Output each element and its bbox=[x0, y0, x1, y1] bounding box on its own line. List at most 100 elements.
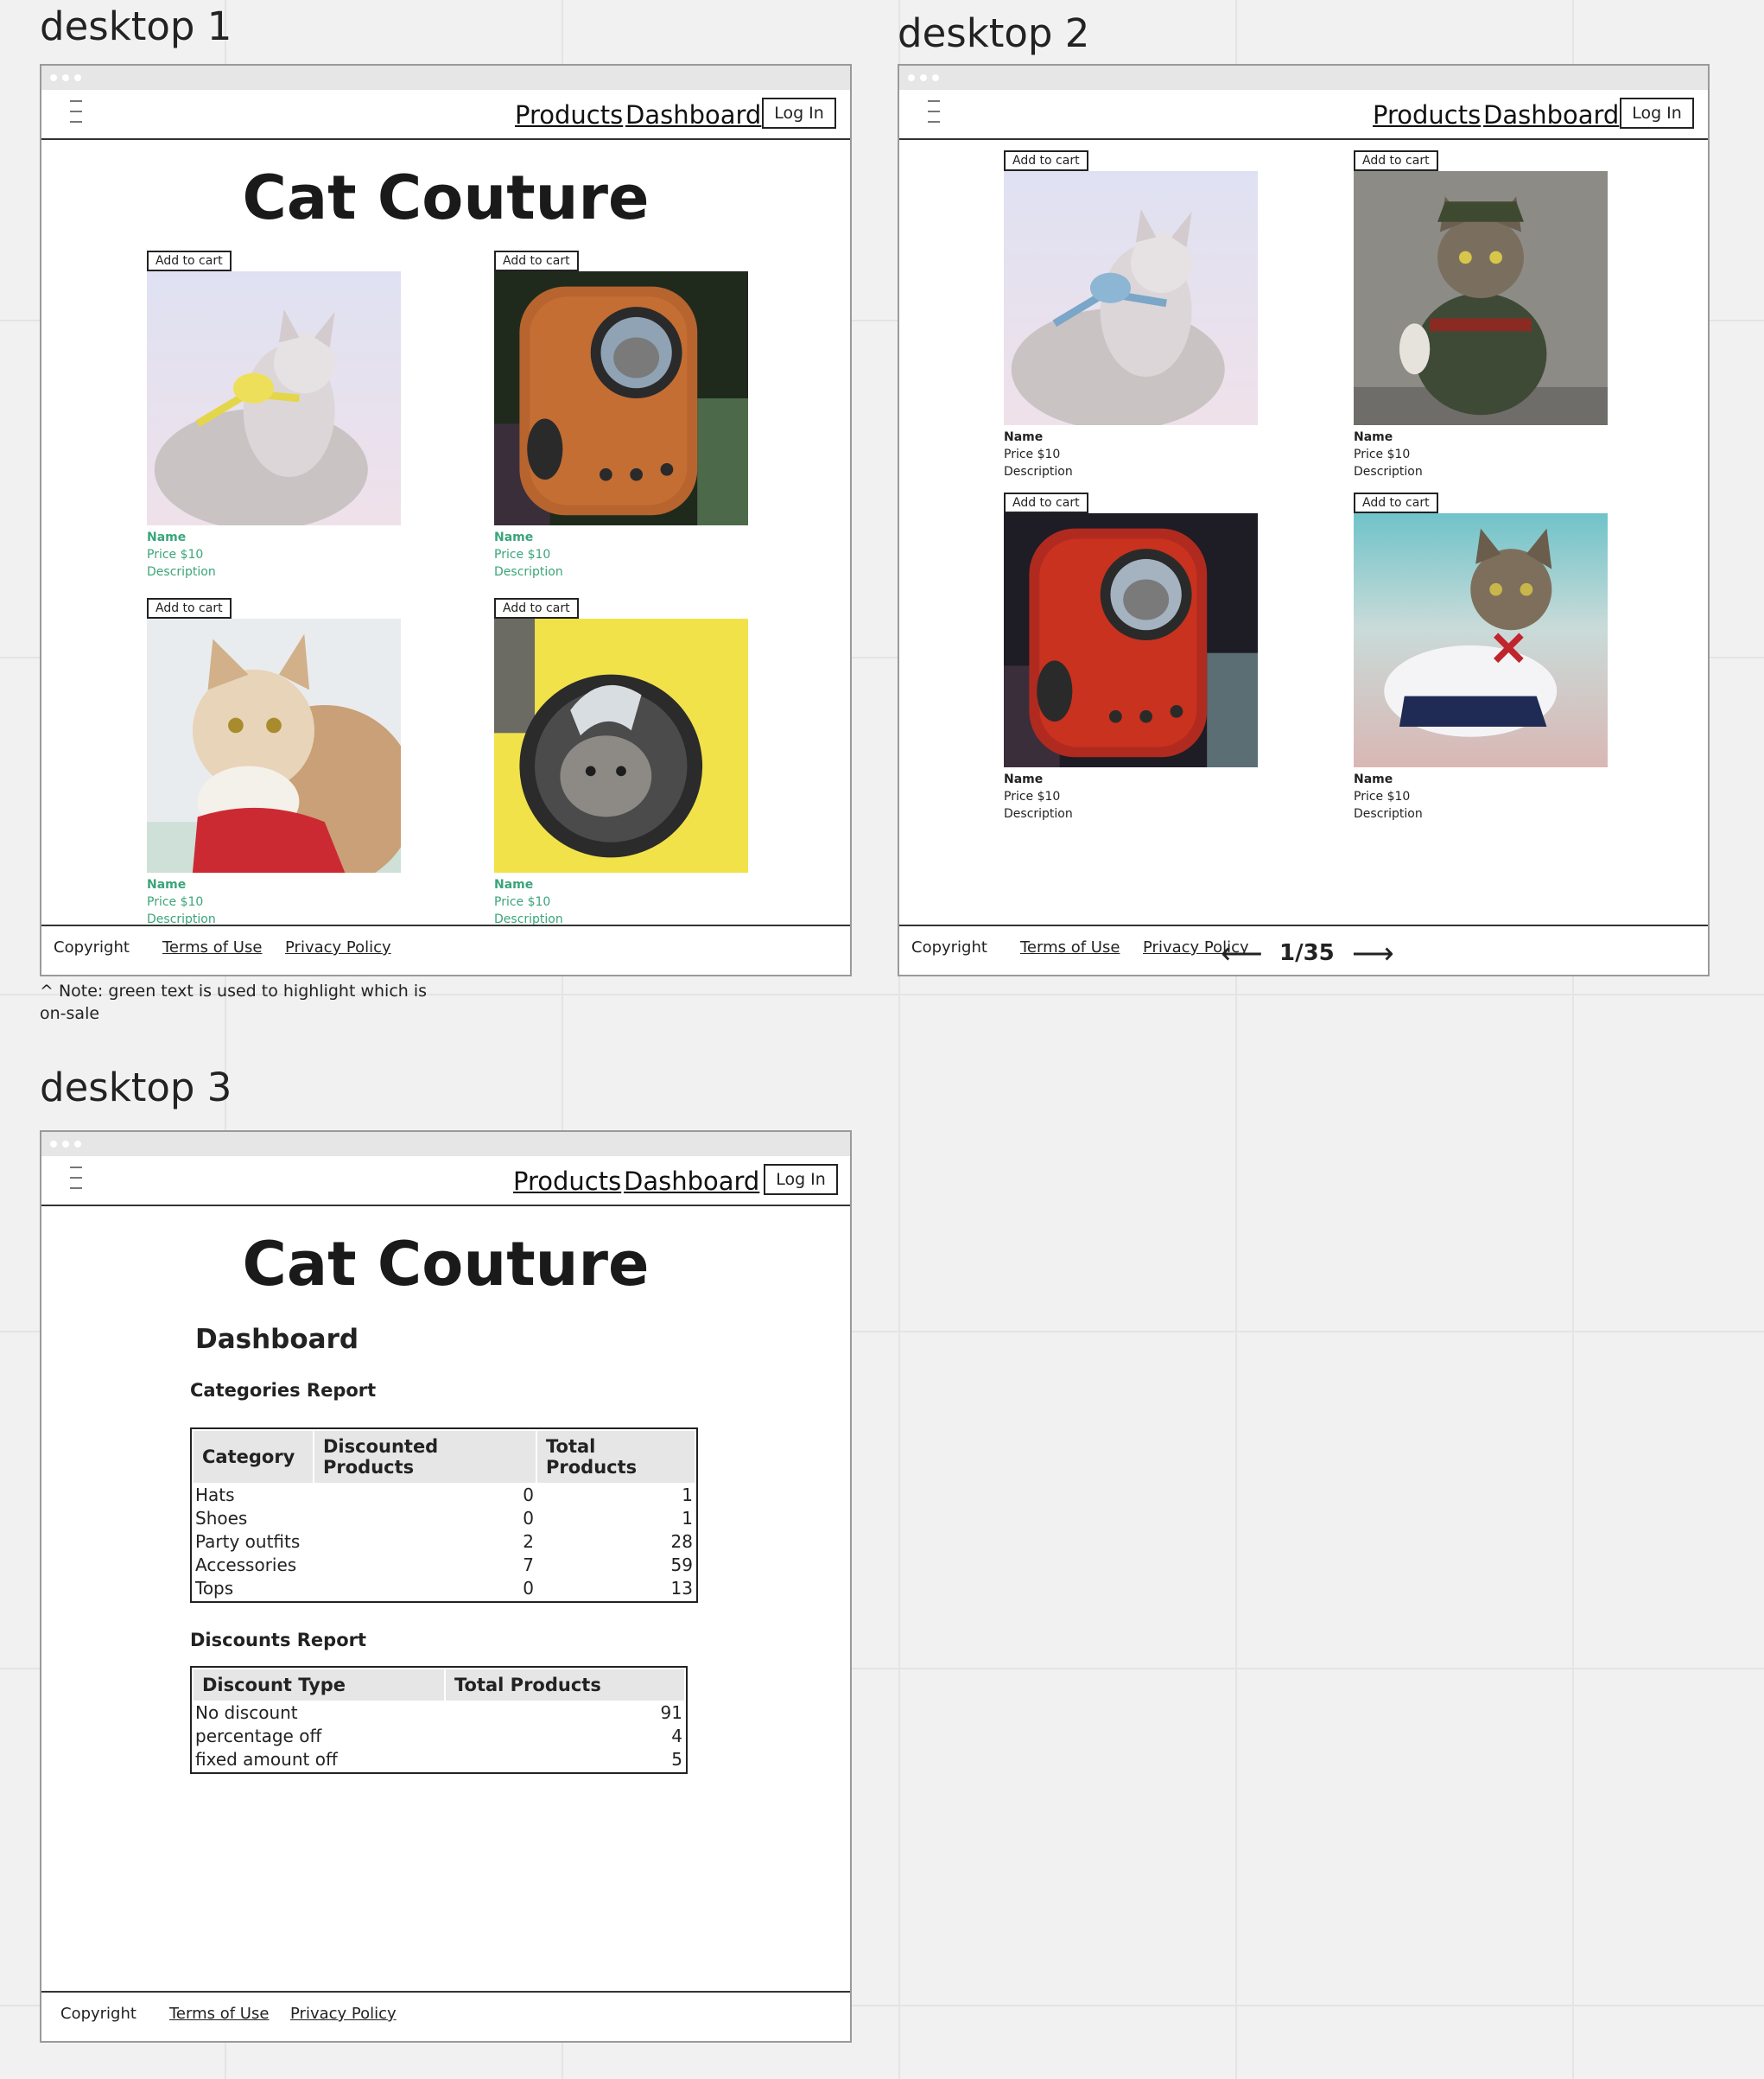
product-price: Price $10 bbox=[1354, 448, 1411, 461]
window-dot bbox=[62, 74, 69, 81]
discount-type-cell: percentage off bbox=[195, 1726, 322, 1746]
product-card[interactable]: Add to cart Name Price $10 Description bbox=[1004, 150, 1260, 479]
total-cell: 1 bbox=[682, 1508, 693, 1529]
product-image[interactable] bbox=[494, 619, 748, 873]
product-card[interactable]: Add to cart Name Price $10 Description bbox=[494, 251, 750, 579]
product-name: Name bbox=[1004, 772, 1044, 786]
nav-products-link[interactable]: Products bbox=[515, 100, 624, 130]
footer-terms-link[interactable]: Terms of Use bbox=[162, 938, 263, 957]
product-name: Name bbox=[1354, 772, 1393, 786]
table-row: Accessories 7 59 bbox=[194, 1554, 695, 1576]
add-to-cart-button[interactable]: Add to cart bbox=[1004, 150, 1088, 171]
product-image[interactable] bbox=[494, 271, 748, 525]
product-name: Name bbox=[494, 878, 534, 892]
next-page-arrow-icon[interactable]: ⟶ bbox=[1352, 938, 1394, 970]
total-cell: 4 bbox=[671, 1726, 682, 1746]
table-row: Tops 0 13 bbox=[194, 1578, 695, 1599]
footer-privacy-link[interactable]: Privacy Policy bbox=[290, 2005, 397, 2023]
window-titlebar bbox=[41, 66, 850, 90]
product-card[interactable]: Add to cart Name Price $10 Description bbox=[1354, 493, 1609, 821]
product-price: Price $10 bbox=[494, 895, 551, 909]
table-row: Hats 0 1 bbox=[194, 1485, 695, 1506]
window-dot bbox=[50, 74, 57, 81]
categories-report-heading: Categories Report bbox=[190, 1380, 377, 1401]
window-dot bbox=[74, 74, 81, 81]
product-meta: Name Price $10 Description bbox=[494, 529, 563, 581]
product-card[interactable]: Add to cart Name Price $10 Description bbox=[147, 251, 403, 579]
prev-page-arrow-icon[interactable]: ⟵ bbox=[1221, 938, 1263, 970]
product-meta: Name Price $10 Description bbox=[494, 876, 563, 928]
window-dot bbox=[932, 74, 939, 81]
nav-dashboard-link[interactable]: Dashboard bbox=[625, 100, 762, 130]
discounted-cell: 2 bbox=[523, 1531, 534, 1552]
product-price: Price $10 bbox=[1354, 790, 1411, 804]
window-dot bbox=[920, 74, 927, 81]
login-button[interactable]: Log In bbox=[762, 98, 836, 129]
nav-dashboard-link[interactable]: Dashboard bbox=[1483, 100, 1620, 130]
nav-dashboard-link[interactable]: Dashboard bbox=[624, 1167, 760, 1196]
table-row: No discount 91 bbox=[194, 1702, 684, 1724]
add-to-cart-button[interactable]: Add to cart bbox=[1004, 493, 1088, 513]
add-to-cart-button[interactable]: Add to cart bbox=[1354, 493, 1438, 513]
product-image[interactable] bbox=[147, 271, 401, 525]
top-nav: Products Dashboard Log In bbox=[41, 1156, 850, 1206]
product-image[interactable] bbox=[1004, 171, 1258, 425]
nav-products-link[interactable]: Products bbox=[1373, 100, 1482, 130]
discount-type-cell: No discount bbox=[195, 1702, 298, 1723]
window-dot bbox=[74, 1141, 81, 1148]
product-image[interactable] bbox=[147, 619, 401, 873]
discounts-report-table: Discount Type Total Products No discount… bbox=[190, 1666, 688, 1774]
menu-icon[interactable] bbox=[928, 100, 940, 131]
product-price: Price $10 bbox=[147, 895, 204, 909]
add-to-cart-button[interactable]: Add to cart bbox=[494, 251, 579, 271]
frame-label-desktop-3: desktop 3 bbox=[40, 1065, 232, 1110]
discounted-cell: 0 bbox=[523, 1508, 534, 1529]
product-description: Description bbox=[1004, 465, 1073, 479]
discounted-cell: 0 bbox=[523, 1578, 534, 1599]
footer-copyright: Copyright bbox=[911, 938, 987, 957]
column-header: Discount Type bbox=[194, 1669, 444, 1701]
product-name: Name bbox=[147, 531, 187, 544]
category-cell: Tops bbox=[195, 1578, 234, 1599]
total-cell: 28 bbox=[670, 1531, 693, 1552]
menu-icon[interactable] bbox=[70, 1167, 82, 1198]
footer-terms-link[interactable]: Terms of Use bbox=[1020, 938, 1120, 957]
product-image[interactable] bbox=[1354, 513, 1608, 767]
product-card[interactable]: Add to cart Name Price $10 Description bbox=[494, 598, 750, 926]
add-to-cart-button[interactable]: Add to cart bbox=[147, 598, 232, 619]
product-description: Description bbox=[1004, 807, 1073, 821]
window-titlebar bbox=[41, 1132, 850, 1156]
product-card[interactable]: Add to cart Name Price $10 Description bbox=[147, 598, 403, 926]
add-to-cart-button[interactable]: Add to cart bbox=[147, 251, 232, 271]
add-to-cart-button[interactable]: Add to cart bbox=[1354, 150, 1438, 171]
footer-privacy-link[interactable]: Privacy Policy bbox=[1143, 938, 1249, 957]
product-name: Name bbox=[1004, 430, 1044, 444]
page-indicator: 1/35 bbox=[1279, 940, 1335, 966]
product-card[interactable]: Add to cart Name Price $10 Description bbox=[1354, 150, 1609, 479]
footer-privacy-link[interactable]: Privacy Policy bbox=[285, 938, 391, 957]
add-to-cart-button[interactable]: Add to cart bbox=[494, 598, 579, 619]
footer-terms-link[interactable]: Terms of Use bbox=[169, 2005, 270, 2023]
menu-icon[interactable] bbox=[70, 100, 82, 131]
login-button[interactable]: Log In bbox=[1620, 98, 1694, 129]
total-cell: 1 bbox=[682, 1485, 693, 1505]
product-card[interactable]: Add to cart Name Price $10 Description bbox=[1004, 493, 1260, 821]
product-description: Description bbox=[1354, 807, 1423, 821]
column-header: Total Products bbox=[537, 1431, 695, 1483]
table-row: percentage off 4 bbox=[194, 1726, 684, 1747]
footer: Copyright Terms of Use Privacy Policy bbox=[41, 925, 850, 975]
column-header: Discounted Products bbox=[314, 1431, 536, 1483]
table-row: Shoes 0 1 bbox=[194, 1508, 695, 1529]
product-description: Description bbox=[494, 912, 563, 926]
product-image[interactable] bbox=[1354, 171, 1608, 425]
discounted-cell: 7 bbox=[523, 1554, 534, 1575]
product-name: Name bbox=[1354, 430, 1393, 444]
product-description: Description bbox=[494, 565, 563, 579]
discount-type-cell: fixed amount off bbox=[195, 1749, 338, 1770]
desktop-3-frame: Products Dashboard Log In Cat Couture Da… bbox=[40, 1130, 852, 2043]
login-button[interactable]: Log In bbox=[764, 1164, 838, 1195]
product-meta: Name Price $10 Description bbox=[1354, 429, 1423, 480]
product-image[interactable] bbox=[1004, 513, 1258, 767]
nav-products-link[interactable]: Products bbox=[513, 1167, 622, 1196]
product-description: Description bbox=[1354, 465, 1423, 479]
